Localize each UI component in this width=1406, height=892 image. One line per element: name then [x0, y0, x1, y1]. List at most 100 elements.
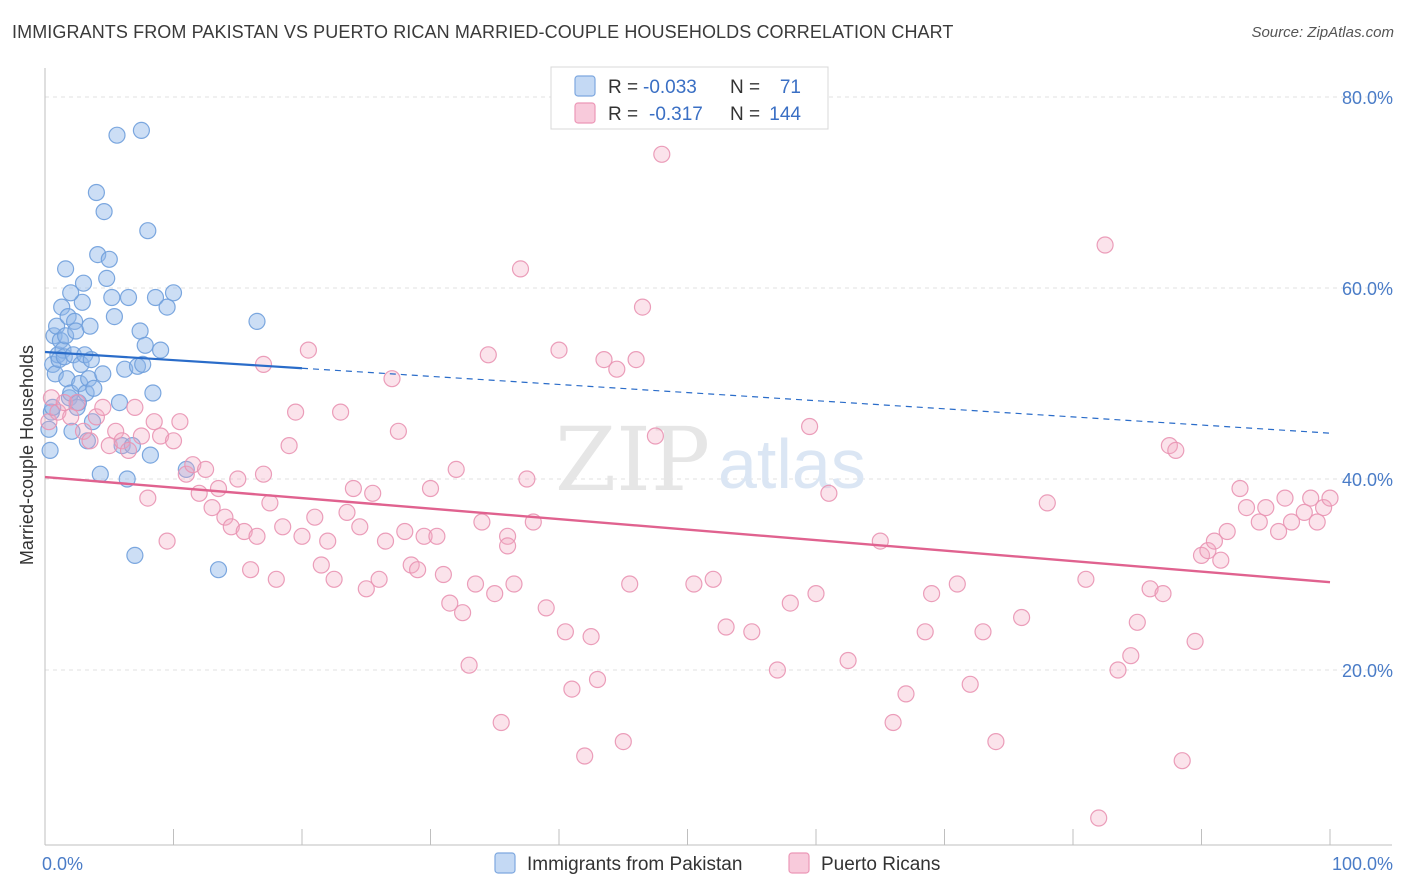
puerto-rican-point-44 — [319, 532, 337, 550]
pakistan-point-40 — [95, 203, 113, 221]
puerto-rican-point-7 — [81, 432, 99, 450]
bottom-legend-swatch-puerto-rican — [788, 852, 810, 874]
x-tick-label-0: 0.0% — [42, 854, 83, 874]
puerto-rican-point-54 — [383, 370, 401, 388]
puerto-rican-point-27 — [209, 479, 228, 498]
puerto-rican-point-83 — [588, 670, 607, 689]
puerto-rican-point-24 — [190, 484, 208, 502]
puerto-rican-point-102 — [897, 685, 915, 703]
pakistan-point-64 — [164, 284, 183, 302]
puerto-rican-point-39 — [287, 403, 305, 421]
y-tick-label-3: 80.0% — [1342, 88, 1393, 108]
pakistan-point-66 — [209, 561, 228, 579]
puerto-rican-point-125 — [1205, 532, 1224, 550]
pakistan-point-38 — [91, 465, 109, 483]
puerto-rican-point-84 — [595, 351, 613, 369]
puerto-rican-point-124 — [1199, 541, 1217, 560]
y-tick-label-1: 40.0% — [1342, 470, 1393, 490]
bottom-legend-label-puerto-rican: Puerto Ricans — [821, 854, 940, 875]
y-tick-labels: 20.0% 40.0% 60.0% 80.0% — [1342, 88, 1393, 681]
puerto-rican-point-36 — [267, 570, 285, 588]
pakistan-point-50 — [119, 288, 138, 307]
puerto-rican-point-75 — [518, 470, 536, 488]
puerto-rican-point-137 — [1308, 513, 1326, 531]
puerto-rican-point-33 — [248, 527, 266, 545]
puerto-rican-point-61 — [428, 527, 446, 545]
puerto-rican-point-96 — [781, 594, 799, 612]
puerto-rican-point-4 — [62, 408, 80, 426]
puerto-rican-point-135 — [1295, 503, 1313, 522]
puerto-rican-point-31 — [235, 522, 253, 541]
puerto-rican-point-126 — [1212, 551, 1230, 569]
puerto-rican-point-97 — [800, 417, 819, 436]
puerto-rican-point-77 — [537, 599, 555, 617]
puerto-rican-point-115 — [1122, 647, 1140, 665]
pakistan-point-55 — [132, 121, 150, 139]
pakistan-point-46 — [110, 394, 129, 412]
puerto-rican-point-32 — [242, 561, 260, 579]
pakistan-point-67 — [248, 312, 266, 330]
x-tick-labels: 0.0% 100.0% — [42, 854, 1393, 874]
trend-line-puerto-rican — [44, 475, 1331, 584]
puerto-rican-point-86 — [614, 732, 632, 751]
pakistan-point-35 — [85, 379, 103, 397]
puerto-rican-point-19 — [158, 532, 176, 550]
pakistan-point-60 — [144, 384, 162, 402]
puerto-rican-point-90 — [646, 427, 665, 445]
x-tick-label-1: 100.0% — [1332, 854, 1393, 874]
puerto-rican-point-68 — [473, 513, 491, 531]
trend-line-pakistan-extension — [301, 367, 1331, 434]
puerto-rican-point-34 — [254, 465, 273, 483]
puerto-rican-point-16 — [139, 489, 157, 507]
legend-swatch-puerto-rican — [574, 102, 596, 124]
pakistan-point-14 — [58, 370, 76, 388]
puerto-rican-point-6 — [74, 422, 93, 440]
watermark-zip: ZIP — [555, 408, 710, 511]
puerto-rican-point-47 — [338, 503, 356, 522]
pakistan-point-70 — [62, 284, 80, 302]
puerto-rican-point-133 — [1276, 489, 1294, 507]
puerto-rican-point-38 — [280, 437, 298, 455]
puerto-rican-point-141 — [704, 570, 722, 588]
puerto-rican-point-111 — [1077, 570, 1095, 588]
puerto-rican-point-49 — [351, 518, 369, 536]
puerto-rican-point-114 — [1109, 661, 1127, 679]
puerto-rican-point-127 — [1218, 522, 1236, 541]
pakistan-point-48 — [116, 360, 134, 378]
bottom-legend-swatch-pakistan — [494, 852, 516, 874]
legend-n-value-1: 71 — [780, 77, 801, 98]
puerto-rican-point-95 — [768, 661, 787, 679]
puerto-rican-point-74 — [511, 260, 530, 278]
puerto-rican-point-41 — [299, 341, 317, 359]
pakistan-point-1 — [41, 441, 59, 459]
pakistan-point-59 — [141, 446, 159, 464]
puerto-rican-point-130 — [1250, 513, 1268, 531]
puerto-rican-point-14 — [126, 398, 144, 416]
puerto-rican-point-28 — [216, 508, 234, 526]
puerto-rican-point-73 — [505, 575, 523, 593]
pakistan-point-21 — [67, 322, 85, 340]
puerto-rican-point-3 — [55, 394, 73, 412]
puerto-rican-point-120 — [1167, 441, 1185, 459]
puerto-rican-point-13 — [119, 441, 138, 459]
puerto-rican-point-45 — [325, 570, 343, 588]
puerto-rican-point-11 — [107, 422, 125, 440]
puerto-rican-point-62 — [434, 565, 452, 584]
puerto-rican-point-110 — [1038, 494, 1056, 512]
puerto-rican-point-37 — [274, 518, 292, 536]
bottom-legend-label-pakistan: Immigrants from Pakistan — [527, 854, 742, 875]
pakistan-point-32 — [81, 317, 99, 335]
puerto-rican-point-58 — [409, 561, 427, 579]
data-points — [40, 121, 1339, 827]
puerto-rican-point-128 — [1231, 479, 1249, 498]
pakistan-point-45 — [108, 126, 126, 144]
pakistan-point-54 — [131, 322, 149, 340]
puerto-rican-point-17 — [145, 413, 163, 431]
pakistan-point-56 — [134, 355, 152, 373]
puerto-rican-point-60 — [421, 479, 440, 498]
puerto-rican-point-55 — [389, 422, 407, 440]
puerto-rican-point-8 — [87, 408, 106, 426]
puerto-rican-point-92 — [685, 575, 703, 593]
puerto-rican-point-116 — [1128, 613, 1146, 631]
pakistan-point-62 — [152, 341, 170, 359]
